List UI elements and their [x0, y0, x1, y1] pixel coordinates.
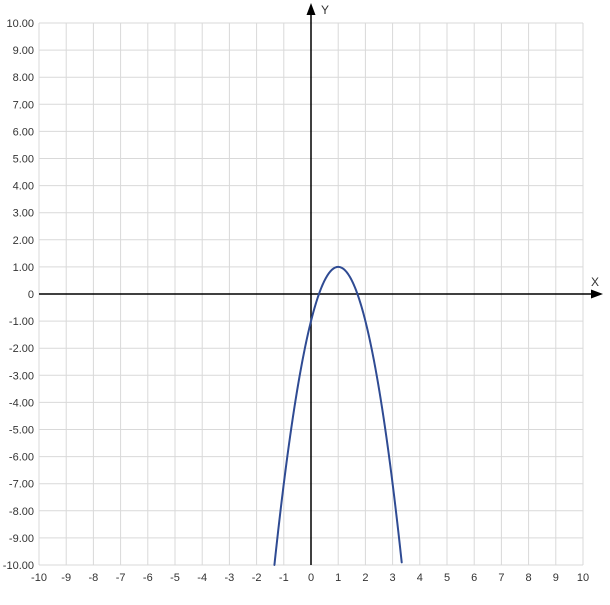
y-tick-label: -8.00: [9, 506, 34, 518]
x-tick-label: -4: [197, 572, 207, 584]
y-tick-label: 7.00: [13, 99, 34, 111]
x-axis-label: X: [591, 275, 599, 289]
x-axis-tick-labels: -10 -9 -8 -7 -6 -5 -4 -3 -2 -1 0 1 2 3 4 5 6 7 8 9 10: [31, 572, 589, 584]
x-tick-label: -10: [31, 572, 47, 584]
x-tick-label: -5: [170, 572, 180, 584]
y-axis-label: Y: [321, 3, 329, 17]
y-tick-label: 6.00: [13, 126, 34, 138]
parabola-curve: [273, 265, 403, 566]
y-tick-label: -10.00: [3, 560, 34, 572]
x-tick-label: 0: [308, 572, 314, 584]
x-tick-label: -1: [279, 572, 289, 584]
y-axis-tick-labels: 10.00 9.00 8.00 7.00 6.00 5.00 4.00 3.00 2.00 1.0…: [3, 18, 34, 572]
y-tick-label: 2.00: [13, 235, 34, 247]
y-tick-label: 0: [28, 289, 34, 301]
x-tick-label: 7: [498, 572, 504, 584]
x-tick-label: 10: [577, 572, 589, 584]
y-tick-label: 4.00: [13, 181, 34, 193]
x-tick-label: 9: [553, 572, 559, 584]
y-tick-label: 10.00: [6, 18, 34, 30]
x-tick-label: -7: [116, 572, 126, 584]
y-tick-label: -9.00: [9, 533, 34, 545]
y-tick-label: -6.00: [9, 452, 34, 464]
y-tick-label: -4.00: [9, 397, 34, 409]
x-tick-label: -9: [61, 572, 71, 584]
y-axis-arrow-icon: [306, 3, 316, 15]
y-tick-label: 1.00: [13, 262, 34, 274]
x-tick-label: 4: [417, 572, 423, 584]
x-tick-label: -8: [89, 572, 99, 584]
x-tick-label: 5: [444, 572, 450, 584]
y-tick-label: -3.00: [9, 370, 34, 382]
y-tick-label: -7.00: [9, 479, 34, 491]
y-tick-label: 5.00: [13, 154, 34, 166]
x-tick-label: 2: [362, 572, 368, 584]
y-tick-label: 3.00: [13, 208, 34, 220]
y-tick-label: -1.00: [9, 316, 34, 328]
curve-layer: [273, 265, 403, 566]
y-tick-label: -2.00: [9, 343, 34, 355]
x-tick-label: 1: [335, 572, 341, 584]
x-tick-label: 6: [471, 572, 477, 584]
x-tick-label: 8: [526, 572, 532, 584]
x-tick-label: -2: [252, 572, 262, 584]
y-tick-label: 8.00: [13, 72, 34, 84]
x-tick-label: 3: [390, 572, 396, 584]
x-tick-label: -6: [143, 572, 153, 584]
y-tick-label: 9.00: [13, 45, 34, 57]
axes: [39, 3, 603, 565]
x-axis-arrow-icon: [591, 289, 603, 299]
y-tick-label: -5.00: [9, 425, 34, 437]
x-tick-label: -3: [225, 572, 235, 584]
